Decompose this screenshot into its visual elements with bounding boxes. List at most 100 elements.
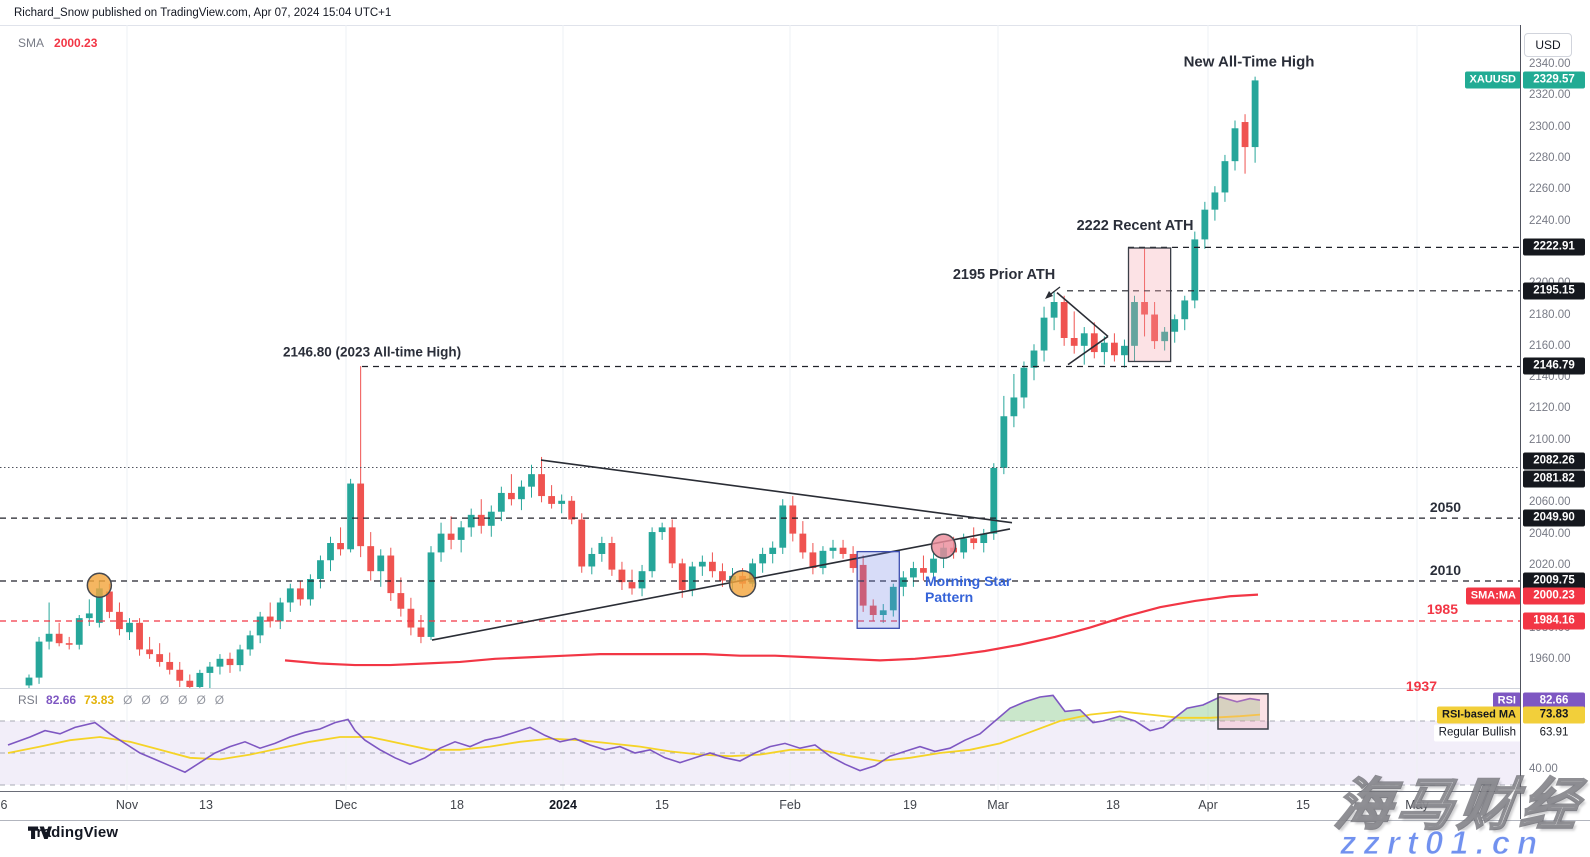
triangle-lower[interactable] — [431, 528, 1011, 641]
candle-body[interactable] — [75, 618, 83, 645]
candle-body[interactable] — [25, 677, 33, 686]
candle-body[interactable] — [990, 467, 998, 534]
candle-body[interactable] — [156, 654, 164, 662]
candle-body[interactable] — [859, 564, 867, 606]
candle-body[interactable] — [246, 635, 254, 650]
candle-body[interactable] — [910, 568, 917, 578]
candle-body[interactable] — [819, 550, 827, 569]
candle-body[interactable] — [307, 579, 314, 600]
time-tick-15[interactable]: 15 — [655, 798, 669, 812]
candle-body[interactable] — [1020, 367, 1028, 398]
candle-body[interactable] — [467, 514, 475, 528]
rsi-legend[interactable]: RSI 82.66 73.83 Ø Ø Ø Ø Ø Ø — [18, 693, 224, 707]
time-tick-18[interactable]: 18 — [450, 798, 464, 812]
candle-body[interactable] — [1080, 333, 1088, 346]
candle-body[interactable] — [1090, 333, 1098, 353]
candle-body[interactable] — [1221, 161, 1229, 193]
candle-body[interactable] — [779, 505, 787, 548]
candle-body[interactable] — [628, 582, 636, 589]
candle-body[interactable] — [668, 527, 676, 564]
time-tick-Feb[interactable]: Feb — [779, 798, 801, 812]
candle-body[interactable] — [1191, 239, 1199, 301]
candle-body[interactable] — [920, 568, 927, 573]
candle-body[interactable] — [899, 577, 907, 587]
time-tick-6[interactable]: 6 — [0, 798, 8, 812]
candle-body[interactable] — [1141, 302, 1148, 315]
candle-body[interactable] — [1241, 122, 1249, 148]
candle-body[interactable] — [236, 649, 244, 666]
candle-body[interactable] — [1111, 342, 1118, 356]
candle-body[interactable] — [116, 611, 123, 630]
triangle-upper[interactable] — [540, 459, 1013, 524]
time-axis[interactable]: 6 Nov 13 Dec 18 2024 15 Feb 19 Mar 18 Apr 15 May — [0, 791, 1590, 821]
rsi-line[interactable] — [7, 694, 1261, 774]
candle-body[interactable] — [970, 538, 978, 544]
time-tick-2024[interactable]: 2024 — [549, 798, 577, 812]
candle-body[interactable] — [839, 547, 847, 554]
candle-body[interactable] — [477, 514, 485, 526]
time-tick-15[interactable]: 15 — [1296, 798, 1310, 812]
pennant-lower[interactable] — [1067, 335, 1109, 366]
candle-body[interactable] — [146, 649, 153, 655]
candle-body[interactable] — [176, 669, 184, 681]
trendline-touch-circle[interactable] — [728, 569, 757, 598]
rsi-chart-canvas[interactable] — [0, 690, 1521, 790]
candle-body[interactable] — [106, 591, 113, 612]
candle-body[interactable] — [447, 533, 455, 540]
candle-body[interactable] — [1040, 317, 1048, 351]
sma-legend[interactable]: SMA 2000.23 — [18, 36, 97, 50]
candle-body[interactable] — [1070, 338, 1078, 346]
candle-body[interactable] — [427, 552, 435, 637]
candle-body[interactable] — [417, 627, 425, 637]
candle-body[interactable] — [286, 588, 294, 603]
candle-body[interactable] — [558, 500, 566, 504]
candle-body[interactable] — [1161, 331, 1169, 342]
candle-body[interactable] — [1211, 192, 1219, 210]
candle-body[interactable] — [568, 500, 576, 520]
candle-body[interactable] — [1010, 397, 1018, 417]
candle-body[interactable] — [548, 496, 555, 504]
candle-body[interactable] — [216, 658, 224, 667]
candle-body[interactable] — [1181, 300, 1189, 320]
candle-body[interactable] — [1231, 128, 1239, 162]
candle-body[interactable] — [1151, 314, 1158, 342]
candle-body[interactable] — [45, 633, 53, 642]
candle-body[interactable] — [65, 643, 73, 645]
candle-body[interactable] — [367, 546, 375, 572]
time-tick-May[interactable]: May — [1405, 798, 1429, 812]
candle-body[interactable] — [698, 561, 706, 567]
candle-body[interactable] — [980, 533, 988, 544]
recent-ath-box[interactable] — [1127, 247, 1172, 363]
candle-body[interactable] — [327, 543, 334, 561]
candle-body[interactable] — [1030, 350, 1038, 368]
candle-body[interactable] — [528, 474, 535, 487]
candle-body[interactable] — [55, 633, 63, 644]
candle-body[interactable] — [598, 543, 606, 554]
candle-body[interactable] — [508, 492, 515, 500]
candle-body[interactable] — [960, 538, 968, 553]
candle-body[interactable] — [377, 555, 385, 572]
candle-body[interactable] — [588, 553, 596, 567]
candle-body[interactable] — [889, 586, 897, 611]
tradingview-brand[interactable]: TradingView — [28, 824, 118, 841]
candle-body[interactable] — [1000, 416, 1008, 468]
candle-body[interactable] — [126, 622, 133, 633]
candle-body[interactable] — [266, 616, 274, 622]
candle-body[interactable] — [879, 610, 887, 616]
resistance-test-circle[interactable] — [86, 572, 113, 599]
candle-body[interactable] — [1251, 80, 1259, 148]
candle-body[interactable] — [457, 527, 465, 540]
candle-body[interactable] — [357, 483, 365, 547]
candle-body[interactable] — [35, 641, 43, 678]
candle-body[interactable] — [1100, 342, 1108, 353]
time-tick-18[interactable]: 18 — [1106, 798, 1120, 812]
candle-body[interactable] — [578, 519, 586, 567]
candle-body[interactable] — [1131, 302, 1138, 346]
sma-line[interactable] — [284, 593, 1259, 667]
candle-body[interactable] — [347, 483, 354, 550]
time-tick-Nov[interactable]: Nov — [115, 798, 139, 812]
candle-body[interactable] — [648, 532, 656, 572]
candle-body[interactable] — [136, 622, 143, 650]
candle-body[interactable] — [658, 527, 666, 533]
candle-body[interactable] — [638, 571, 646, 589]
